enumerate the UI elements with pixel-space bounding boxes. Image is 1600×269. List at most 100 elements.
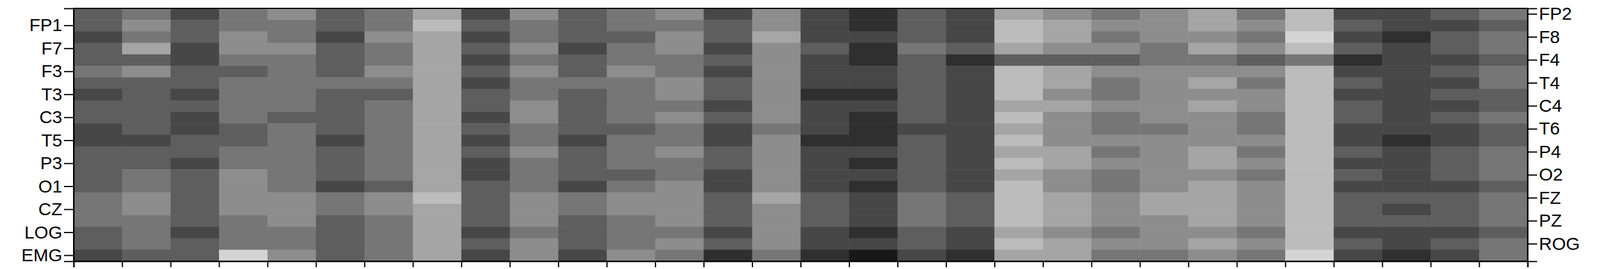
- x-tick-mark: [1382, 261, 1384, 268]
- x-tick: [219, 261, 220, 268]
- cell: [1479, 215, 1528, 228]
- cell: [945, 238, 995, 251]
- cell: [897, 8, 946, 21]
- cell: [897, 89, 946, 102]
- cell: [800, 89, 850, 102]
- cell: [655, 215, 704, 228]
- cell: [1285, 146, 1334, 159]
- cell: [461, 135, 510, 148]
- cell: [1042, 135, 1092, 148]
- cell: [1188, 65, 1237, 78]
- cell: [73, 226, 123, 239]
- cell: [1285, 123, 1334, 136]
- cell: [945, 65, 995, 78]
- cell: [1285, 215, 1334, 228]
- cell: [945, 204, 995, 217]
- cell: [1139, 111, 1189, 124]
- cell: [219, 31, 268, 44]
- cell: [994, 158, 1043, 170]
- cell: [1236, 146, 1286, 159]
- cell: [606, 158, 656, 170]
- cell: [1430, 100, 1480, 113]
- x-tick-mark: [1430, 261, 1432, 268]
- cell: [267, 89, 317, 102]
- y-tick-mark: [64, 208, 74, 211]
- cell: [461, 204, 510, 217]
- cell: [73, 54, 123, 67]
- cell: [1430, 215, 1480, 228]
- cell: [219, 54, 268, 67]
- y-tick-mark: [64, 186, 74, 188]
- cell: [897, 54, 946, 67]
- cell: [509, 250, 559, 262]
- x-tick-mark: [169, 261, 172, 268]
- cell: [1188, 226, 1237, 239]
- cell: [1479, 19, 1528, 32]
- cell: [800, 226, 850, 239]
- y-tick: PZ: [1527, 210, 1562, 231]
- cell: [994, 8, 1043, 21]
- cell: [413, 31, 462, 44]
- y-axis-line: [1528, 8, 1538, 263]
- cell: [364, 65, 414, 78]
- cell: [606, 123, 656, 136]
- cell: [1333, 204, 1383, 217]
- cell: [994, 226, 1043, 239]
- cell: [413, 158, 462, 170]
- cell: [461, 169, 510, 182]
- cell: [752, 215, 801, 228]
- y-tick: F8: [1527, 26, 1560, 47]
- cell: [945, 77, 995, 90]
- x-tick-mark: [1042, 261, 1044, 268]
- y-tick-label: P3: [40, 153, 63, 173]
- cell: [1236, 192, 1286, 205]
- cell: [1285, 77, 1334, 90]
- cell: [73, 100, 123, 113]
- y-tick-label: C3: [39, 107, 63, 127]
- cell: [1042, 123, 1092, 136]
- cell: [461, 250, 510, 262]
- cell: [267, 180, 317, 193]
- cell: [1236, 111, 1286, 124]
- cell: [1188, 204, 1237, 217]
- cell: [800, 77, 850, 90]
- cell: [73, 19, 123, 32]
- cell: [606, 146, 656, 159]
- cell: [800, 135, 850, 148]
- cell: [1188, 19, 1237, 32]
- cell: [1236, 43, 1286, 56]
- cell: [606, 192, 656, 205]
- y-tick: T5: [41, 130, 74, 151]
- cell: [703, 65, 753, 78]
- cell: [752, 77, 801, 90]
- cell: [413, 100, 462, 113]
- y-tick-mark: [1527, 82, 1538, 84]
- cell: [1430, 250, 1480, 262]
- cell: [73, 158, 123, 170]
- cell: [897, 111, 946, 124]
- cell: [752, 169, 801, 182]
- cell: [945, 192, 995, 205]
- cell: [1430, 135, 1480, 148]
- cell: [606, 43, 656, 56]
- cell: [1333, 111, 1383, 124]
- x-tick: [1430, 261, 1432, 268]
- cell: [1091, 158, 1140, 170]
- cell: [73, 135, 123, 148]
- cell: [848, 215, 898, 228]
- cell: [1236, 226, 1286, 239]
- cell: [219, 238, 268, 251]
- cell: [897, 43, 946, 56]
- cell: [897, 123, 946, 136]
- cell: [364, 123, 414, 136]
- cell: [703, 135, 753, 148]
- cell: [316, 54, 365, 67]
- cell: [945, 215, 995, 228]
- cell: [1091, 65, 1140, 78]
- cell: [848, 146, 898, 159]
- cell: [1091, 250, 1140, 262]
- x-tick: [509, 261, 511, 268]
- x-tick: [122, 261, 123, 268]
- x-tick-mark: [1285, 261, 1287, 268]
- cell: [316, 123, 365, 136]
